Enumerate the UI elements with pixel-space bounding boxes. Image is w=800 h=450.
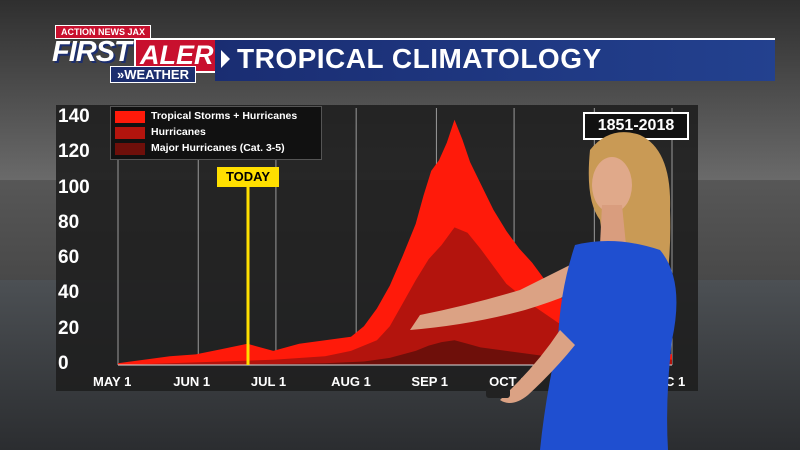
legend-swatch-major [115,143,145,155]
area-series-1 [118,227,672,365]
area-series-2 [118,340,672,365]
brand-weather: »WEATHER [110,66,196,83]
presenter-arm-lower [500,330,575,404]
station-name: ACTION NEWS JAX [55,25,152,39]
brand-first: FIRST [52,36,132,68]
presenter-clicker [486,388,510,398]
legend-label-hurricanes: Hurricanes [151,126,206,138]
presenter-arm-pointing [410,250,610,330]
y-tick-label: 20 [58,317,80,339]
y-tick-label: 140 [58,106,90,127]
legend-label-storms: Tropical Storms + Hurricanes [151,110,298,122]
x-tick-label: MAY 1 [93,374,132,389]
y-tick-label: 40 [58,282,80,304]
y-tick-label: 120 [58,141,90,163]
presenter-face [592,157,632,213]
x-tick-label: AUG 1 [331,374,371,389]
y-tick-label: 60 [58,247,80,269]
chart-legend: Tropical Storms + Hurricanes Hurricanes … [110,106,322,160]
today-marker-label: TODAY [217,167,279,187]
play-arrow-icon [221,50,230,68]
page-title: TROPICAL CLIMATOLOGY [237,43,602,74]
x-tick-label: SEP 1 [411,374,449,389]
legend-swatch-hurricanes [115,127,145,139]
x-tick-label: JUL 1 [250,374,287,389]
legend-label-major: Major Hurricanes (Cat. 3-5) [151,142,285,154]
y-tick-label: 100 [58,176,90,198]
presenter-dress [540,241,677,450]
legend-swatch-storms [115,111,145,123]
title-bar: TROPICAL CLIMATOLOGY [215,38,775,81]
y-tick-label: 0 [58,353,69,374]
y-tick-label: 80 [58,211,80,233]
presenter-neck [600,205,626,245]
x-tick-label: JUN 1 [173,374,211,389]
